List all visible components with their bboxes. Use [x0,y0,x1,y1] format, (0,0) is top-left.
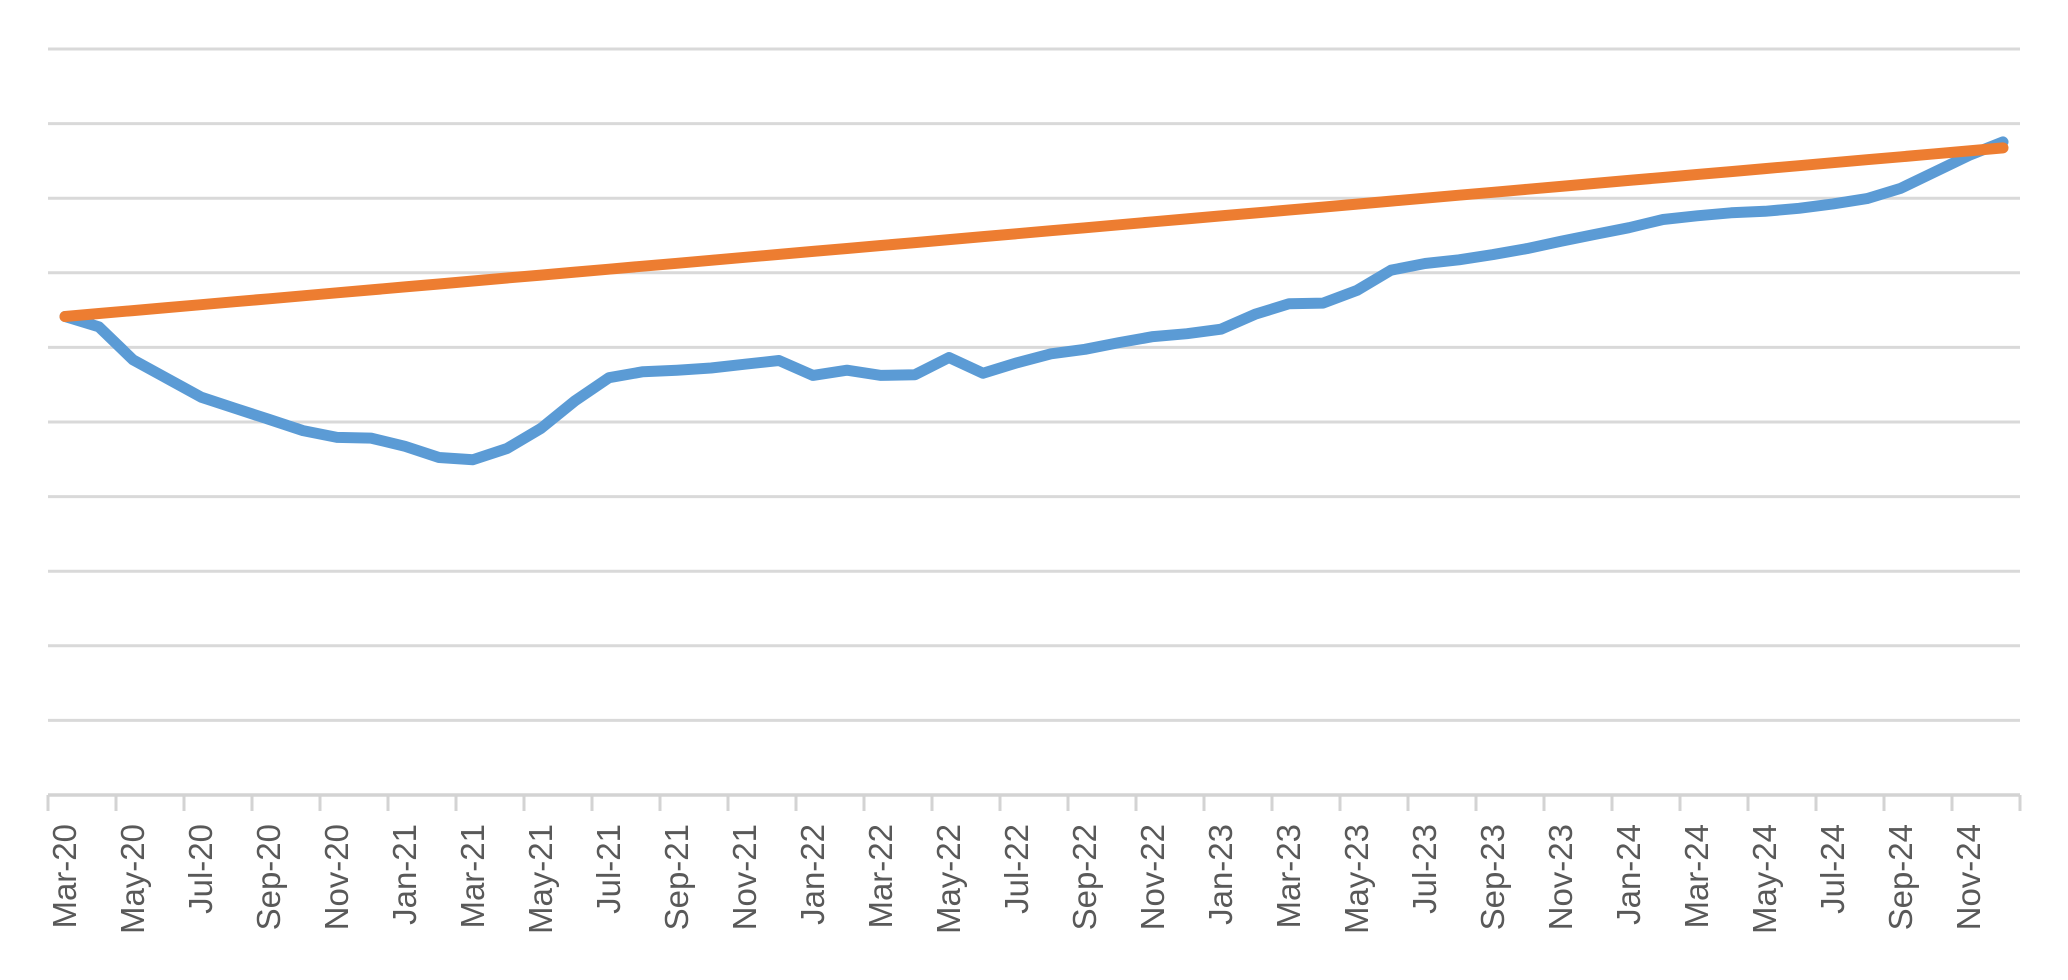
x-axis-label: May-21 [522,824,559,934]
x-axis-label: Mar-20 [46,824,83,929]
x-axis-label: Jan-21 [386,824,423,925]
x-axis-label: Nov-24 [1950,824,1987,930]
series-line-actual [59,136,2009,466]
x-axis-label: Mar-23 [1270,824,1307,929]
x-axis-label: Mar-22 [862,824,899,929]
x-axis-label: Mar-21 [454,824,491,929]
x-axis-label: May-22 [930,824,967,934]
x-axis-label: Nov-23 [1542,824,1579,930]
x-axis-label: Mar-24 [1678,824,1715,929]
x-axis-label: Sep-21 [658,824,695,930]
x-axis-label: Nov-20 [318,824,355,930]
x-axis-label: Nov-21 [726,824,763,930]
x-axis-ticks [46,795,2022,811]
x-axis-label: Nov-22 [1134,824,1171,930]
x-axis-label: Jul-21 [590,824,627,914]
x-axis-label: Sep-20 [250,824,287,930]
x-axis-label: May-24 [1746,824,1783,934]
x-axis-label: May-20 [114,824,151,934]
x-axis-label: Jul-20 [182,824,219,914]
x-axis-label: Jul-23 [1406,824,1443,914]
x-axis-label: Jan-23 [1202,824,1239,925]
x-axis-label: May-23 [1338,824,1375,934]
x-axis-label: Jul-24 [1814,824,1851,914]
x-axis-labels: Mar-20 May-20 Jul-20 Sep-20 Nov-20 Jan-21 Mar-… [46,824,1987,934]
x-axis-label: Jan-24 [1610,824,1647,925]
x-axis-label: Sep-23 [1474,824,1511,930]
x-axis-label: Jan-22 [794,824,831,925]
x-axis-label: Sep-22 [1066,824,1103,930]
x-axis-label: Jul-22 [998,824,1035,914]
series-line-trend [59,142,2009,322]
x-axis-label: Sep-24 [1882,824,1919,930]
gridlines [48,47,2020,722]
